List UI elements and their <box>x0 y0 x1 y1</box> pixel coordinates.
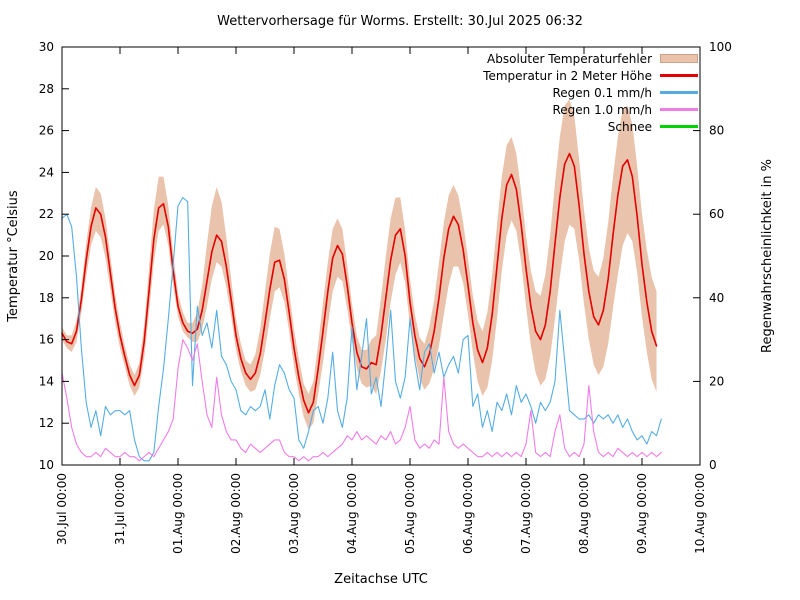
legend-label: Temperatur in 2 Meter Höhe <box>483 68 652 83</box>
legend-label: Regen 0.1 mm/h <box>552 85 652 100</box>
series-line-regen-1-0-mm-h <box>61 339 662 462</box>
svg-text:80: 80 <box>709 124 724 138</box>
svg-text:14: 14 <box>39 374 54 388</box>
svg-text:18: 18 <box>39 291 54 305</box>
x-axis-title: Zeitachse UTC <box>334 572 428 587</box>
series-line-regen-0-1-mm-h <box>61 196 662 462</box>
svg-text:08.Aug 00:00: 08.Aug 00:00 <box>577 473 591 554</box>
svg-text:20: 20 <box>709 374 724 388</box>
axis-ticks <box>61 46 701 466</box>
svg-text:28: 28 <box>39 82 54 96</box>
svg-text:07.Aug 00:00: 07.Aug 00:00 <box>519 473 533 554</box>
axis-tick-labels: 10 12 14 16 18 20 22 24 26 28 30 0 20 40 60 80 100 30.Jul… <box>39 40 732 554</box>
legend: Absoluter Temperaturfehler Temperatur in… <box>483 50 698 135</box>
legend-item-snow: Schnee <box>483 118 698 135</box>
svg-text:30: 30 <box>39 40 54 54</box>
legend-label: Absoluter Temperaturfehler <box>487 51 652 66</box>
chart-title: Wettervorhersage für Worms. Erstellt: 30… <box>217 14 583 29</box>
magenta-line-swatch-icon <box>660 108 698 111</box>
svg-text:100: 100 <box>709 40 732 54</box>
blue-line-swatch-icon <box>660 91 698 94</box>
svg-text:09.Aug 00:00: 09.Aug 00:00 <box>635 473 649 554</box>
legend-label: Regen 1.0 mm/h <box>552 102 652 117</box>
svg-text:20: 20 <box>39 249 54 263</box>
band-swatch-icon <box>660 54 698 63</box>
svg-text:03.Aug 00:00: 03.Aug 00:00 <box>287 473 301 554</box>
legend-item-rain-10: Regen 1.0 mm/h <box>483 101 698 118</box>
svg-text:12: 12 <box>39 416 54 430</box>
svg-text:26: 26 <box>39 124 54 138</box>
svg-text:10.Aug 00:00: 10.Aug 00:00 <box>693 473 707 554</box>
green-line-swatch-icon <box>660 125 698 128</box>
svg-text:0: 0 <box>709 458 717 472</box>
svg-text:60: 60 <box>709 207 724 221</box>
svg-text:05.Aug 00:00: 05.Aug 00:00 <box>403 473 417 554</box>
svg-text:30.Jul 00:00: 30.Jul 00:00 <box>55 473 69 545</box>
legend-label: Schnee <box>607 119 652 134</box>
legend-item-temperature: Temperatur in 2 Meter Höhe <box>483 67 698 84</box>
svg-text:02.Aug 00:00: 02.Aug 00:00 <box>229 473 243 554</box>
svg-text:04.Aug 00:00: 04.Aug 00:00 <box>345 473 359 554</box>
svg-text:01.Aug 00:00: 01.Aug 00:00 <box>171 473 185 554</box>
series-line-temperatur-in-2-meter-h-he <box>61 152 658 414</box>
legend-item-temperature-error: Absoluter Temperaturfehler <box>483 50 698 67</box>
legend-item-rain-01: Regen 0.1 mm/h <box>483 84 698 101</box>
svg-text:16: 16 <box>39 333 54 347</box>
svg-text:06.Aug 00:00: 06.Aug 00:00 <box>461 473 475 554</box>
red-line-swatch-icon <box>660 74 698 77</box>
svg-text:24: 24 <box>39 165 54 179</box>
svg-text:31.Jul 00:00: 31.Jul 00:00 <box>113 473 127 545</box>
svg-text:40: 40 <box>709 291 724 305</box>
svg-text:22: 22 <box>39 207 54 221</box>
svg-text:10: 10 <box>39 458 54 472</box>
